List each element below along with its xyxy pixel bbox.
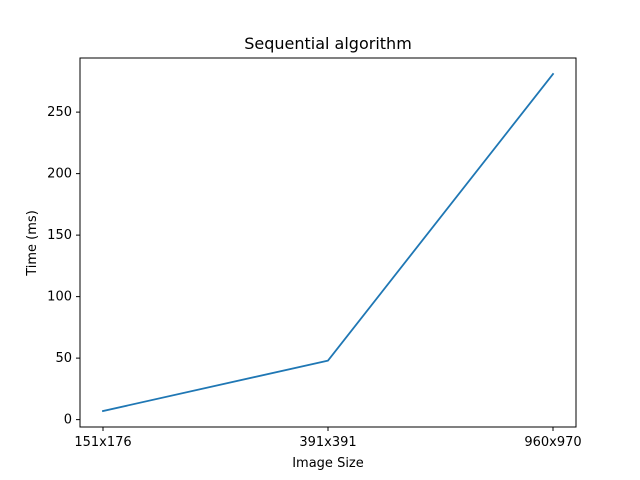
y-tick-label-0: 0 [64, 413, 72, 428]
x-tick-label-0: 151x176 [74, 435, 131, 450]
y-tick-label-1: 50 [55, 351, 72, 366]
y-tick-label-3: 150 [47, 228, 72, 243]
y-axis-ticks: 0 50 100 150 200 250 [47, 105, 80, 428]
x-axis-label: Image Size [292, 456, 364, 471]
plot-area-frame [79, 57, 577, 428]
x-axis-ticks: 151x176 391x391 960x970 [74, 427, 582, 450]
series-layer [101, 72, 555, 413]
y-tick-label-2: 100 [47, 290, 72, 305]
y-axis-label: Time (ms) [25, 210, 40, 277]
x-tick-label-2: 960x970 [524, 435, 581, 450]
y-tick-label-5: 250 [47, 105, 72, 120]
x-tick-label-1: 391x391 [299, 435, 356, 450]
y-tick-label-4: 200 [47, 167, 72, 182]
series-line-0 [101, 72, 555, 413]
chart-title: Sequential algorithm [244, 34, 412, 53]
